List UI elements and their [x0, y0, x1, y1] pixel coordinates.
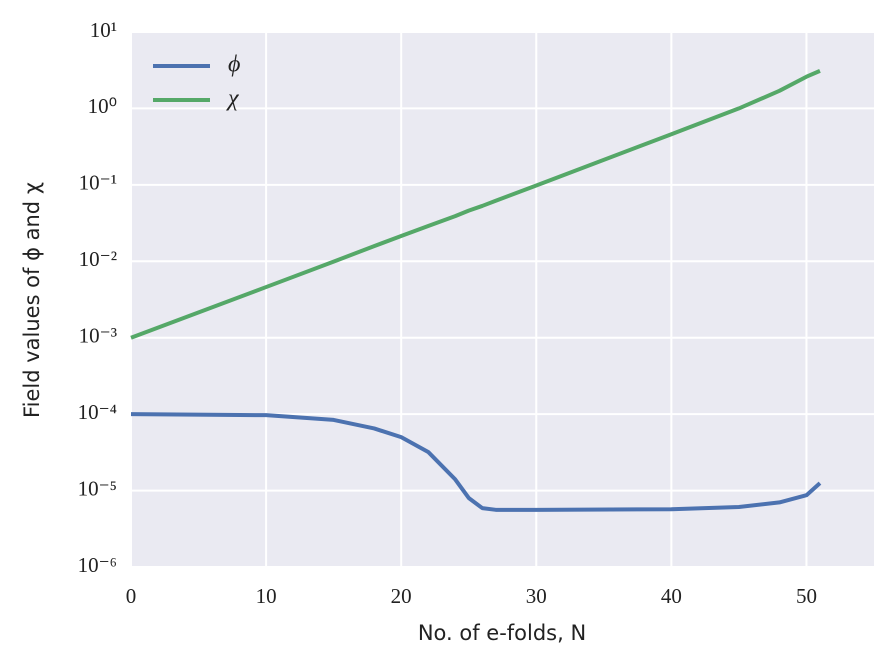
x-axis-label: No. of e-folds, N	[418, 621, 586, 645]
x-tick-label: 10	[256, 584, 277, 608]
x-tick-label: 40	[661, 584, 682, 608]
y-tick-label: 10⁰	[88, 94, 117, 118]
y-tick-label: 10⁻¹	[79, 171, 117, 195]
x-tick-label: 20	[391, 584, 412, 608]
plot-area	[131, 32, 874, 567]
y-tick-label: 10⁻²	[79, 247, 117, 271]
y-tick-label: 10⁻⁶	[78, 553, 117, 577]
y-tick-label: 10⁻³	[79, 324, 117, 348]
legend-label: ϕ	[228, 52, 240, 78]
y-tick-label: 10¹	[90, 18, 117, 42]
y-tick-label: 10⁻⁵	[78, 476, 117, 500]
line-series	[130, 69, 821, 340]
y-axis-label: Field values of ϕ and χ	[20, 182, 44, 418]
x-tick-label: 50	[796, 584, 817, 608]
line-series	[130, 412, 822, 512]
y-tick-label: 10⁻⁴	[78, 400, 117, 424]
x-tick-label: 0	[126, 584, 137, 608]
x-tick-label: 30	[526, 584, 547, 608]
legend-label: χ	[226, 86, 240, 112]
